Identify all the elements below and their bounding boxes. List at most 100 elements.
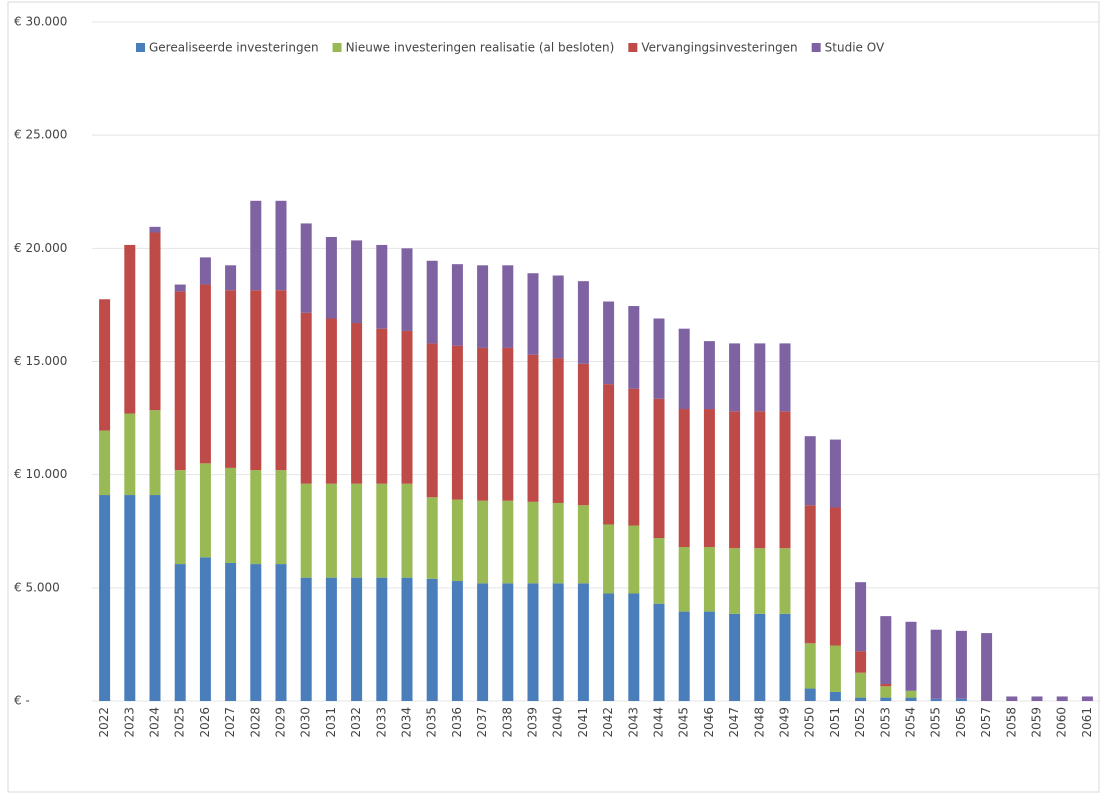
- bar-segment: [703, 547, 715, 612]
- bar-segment: [275, 290, 287, 471]
- legend-label: Studie OV: [825, 41, 885, 55]
- bar-segment: [250, 290, 262, 471]
- bar-segment: [855, 582, 867, 652]
- x-tick-label: 2037: [475, 707, 489, 738]
- legend-swatch: [332, 43, 342, 52]
- x-tick-label: 2022: [97, 707, 111, 738]
- bar-segment: [477, 583, 489, 701]
- bar-segment: [603, 301, 615, 385]
- bar-segment: [577, 281, 589, 364]
- x-tick-label: 2038: [500, 707, 514, 738]
- x-tick-label: 2026: [198, 707, 212, 738]
- bar-segment: [628, 593, 640, 701]
- bar-segment: [502, 583, 514, 701]
- bar-segment: [401, 483, 413, 578]
- bar-segment: [628, 306, 640, 389]
- bar-segment: [149, 410, 161, 496]
- legend-label: Nieuwe investeringen realisatie (al besl…: [346, 41, 615, 55]
- x-tick-label: 2046: [702, 707, 716, 738]
- x-tick-label: 2047: [727, 707, 741, 738]
- bar-segment: [552, 358, 564, 503]
- y-tick-label: € -: [14, 694, 30, 708]
- bar-segment: [502, 265, 514, 348]
- bar-segment: [930, 698, 942, 701]
- bar-segment: [905, 621, 917, 691]
- bar-segment: [653, 603, 665, 701]
- bar-segment: [451, 345, 463, 500]
- x-tick-label: 2059: [1030, 707, 1044, 738]
- chart-frame: [7, 1, 1100, 793]
- x-tick-label: 2034: [400, 707, 414, 738]
- bar-segment: [426, 343, 438, 498]
- bar-segment: [552, 583, 564, 701]
- bar-segment: [603, 384, 615, 525]
- bar-segment: [275, 564, 287, 701]
- x-tick-label: 2052: [853, 707, 867, 738]
- x-tick-label: 2055: [929, 707, 943, 738]
- bar-segment: [124, 413, 136, 496]
- bar-segment: [199, 557, 211, 701]
- x-tick-label: 2039: [526, 707, 540, 738]
- bar-segment: [703, 341, 715, 410]
- x-tick-label: 2028: [248, 707, 262, 738]
- bar-segment: [351, 240, 363, 324]
- x-tick-label: 2040: [551, 707, 565, 738]
- legend-swatch: [811, 43, 821, 52]
- bar-segment: [552, 502, 564, 584]
- bar-segment: [804, 436, 816, 506]
- x-tick-label: 2043: [626, 707, 640, 738]
- bar-segment: [199, 284, 211, 464]
- bar-segment: [174, 284, 186, 292]
- bar-segment: [174, 291, 186, 471]
- x-tick-label: 2061: [1080, 707, 1094, 738]
- bar-segment: [703, 409, 715, 548]
- bar-segment: [603, 593, 615, 701]
- bar-segment: [981, 633, 993, 701]
- x-tick-label: 2053: [878, 707, 892, 738]
- bar-segment: [451, 581, 463, 701]
- bar-segment: [124, 244, 136, 414]
- bar-segment: [880, 616, 892, 685]
- bar-segment: [451, 264, 463, 346]
- bar-segment: [300, 312, 312, 484]
- bar-segment: [426, 260, 438, 344]
- bar-segment: [527, 501, 539, 584]
- bar-segment: [199, 257, 211, 285]
- x-tick-label: 2032: [349, 707, 363, 738]
- bar-segment: [376, 483, 388, 578]
- bar-segment: [325, 237, 337, 319]
- bar-segment: [477, 347, 489, 501]
- bar-segment: [653, 318, 665, 399]
- bar-segment: [703, 611, 715, 701]
- x-tick-label: 2049: [778, 707, 792, 738]
- bar-segment: [426, 497, 438, 579]
- x-tick-label: 2051: [828, 707, 842, 738]
- bar-segment: [99, 495, 111, 701]
- y-tick-label: € 15.000: [14, 354, 67, 368]
- bar-segment: [527, 273, 539, 355]
- x-tick-label: 2048: [752, 707, 766, 738]
- bar-segment: [930, 629, 942, 699]
- bar-segment: [250, 200, 262, 291]
- bar-segment: [829, 507, 841, 646]
- bar-segment: [955, 698, 967, 701]
- bar-segment: [577, 505, 589, 584]
- bar-segment: [653, 398, 665, 539]
- bar-segment: [829, 645, 841, 692]
- bar-segment: [502, 500, 514, 584]
- bar-segment: [804, 688, 816, 701]
- x-tick-label: 2033: [374, 707, 388, 738]
- bar-segment: [477, 500, 489, 584]
- bar-segment: [477, 265, 489, 348]
- bar-segment: [225, 562, 237, 701]
- bar-segment: [376, 328, 388, 484]
- bar-segment: [300, 223, 312, 313]
- y-tick-label: € 25.000: [14, 128, 67, 142]
- x-tick-label: 2035: [425, 707, 439, 738]
- bar-segment: [754, 548, 766, 614]
- bar-segment: [855, 651, 867, 673]
- bar-segment: [401, 330, 413, 484]
- bar-segment: [678, 547, 690, 612]
- y-tick-label: € 20.000: [14, 241, 67, 255]
- bar-segment: [527, 354, 539, 502]
